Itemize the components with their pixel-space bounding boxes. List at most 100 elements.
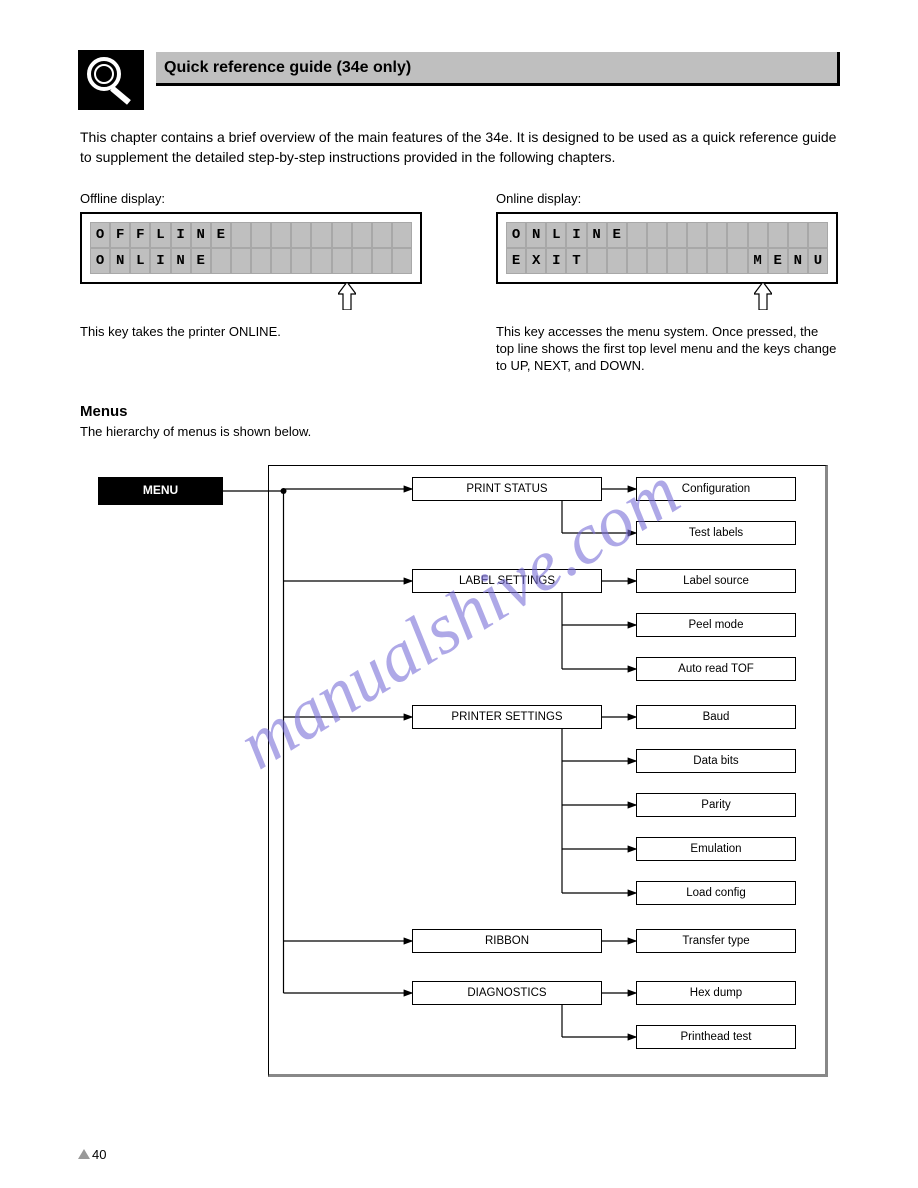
lcd-cell bbox=[687, 248, 707, 274]
diagram-box: Transfer type bbox=[636, 929, 796, 953]
lcd-cell bbox=[647, 222, 667, 248]
diagram-box: PRINTER SETTINGS bbox=[412, 705, 602, 729]
lcd-offline-screen: OFFLINE ONLINE bbox=[90, 222, 412, 274]
lcd-cell: O bbox=[506, 222, 526, 248]
lcd-cell bbox=[251, 248, 271, 274]
page-title-bar: Quick reference guide (34e only) bbox=[156, 52, 840, 86]
lcd-cell: U bbox=[808, 248, 828, 274]
lcd-cell bbox=[768, 222, 788, 248]
lcd-cell bbox=[271, 248, 291, 274]
diagram-box: DIAGNOSTICS bbox=[412, 981, 602, 1005]
lcd-cell bbox=[231, 248, 251, 274]
header: Quick reference guide (34e only) bbox=[78, 50, 840, 110]
lcd-cell: T bbox=[566, 248, 586, 274]
lcd-cell: E bbox=[768, 248, 788, 274]
menus-description: The hierarchy of menus is shown below. bbox=[78, 424, 840, 439]
lcd-cell bbox=[392, 222, 412, 248]
lcd-cell: L bbox=[130, 248, 150, 274]
diagram-box: Baud bbox=[636, 705, 796, 729]
lcd-cell: I bbox=[546, 248, 566, 274]
lcd-row: Offline display: OFFLINE ONLINE This key… bbox=[78, 191, 840, 375]
up-arrow-icon bbox=[338, 282, 356, 310]
diagram-box: Hex dump bbox=[636, 981, 796, 1005]
lcd-cell: E bbox=[211, 222, 231, 248]
lcd-offline-frame: OFFLINE ONLINE bbox=[80, 212, 422, 284]
lcd-cell: F bbox=[110, 222, 130, 248]
lcd-cell bbox=[808, 222, 828, 248]
diagram-box: Data bits bbox=[636, 749, 796, 773]
lcd-cell: N bbox=[526, 222, 546, 248]
lcd-cell bbox=[271, 222, 291, 248]
lcd-cell: L bbox=[546, 222, 566, 248]
lcd-cell bbox=[291, 222, 311, 248]
diagram-box: Test labels bbox=[636, 521, 796, 545]
lcd-cell bbox=[667, 222, 687, 248]
diagram-box: Printhead test bbox=[636, 1025, 796, 1049]
lcd-cell bbox=[311, 222, 331, 248]
lcd-cell: X bbox=[526, 248, 546, 274]
lcd-cell: I bbox=[566, 222, 586, 248]
lcd-cell: O bbox=[90, 222, 110, 248]
diagram-box: Emulation bbox=[636, 837, 796, 861]
lcd-cell bbox=[251, 222, 271, 248]
lcd-cell: E bbox=[191, 248, 211, 274]
lcd-cell: I bbox=[171, 222, 191, 248]
lcd-cell: M bbox=[748, 248, 768, 274]
diagram-box: Load config bbox=[636, 881, 796, 905]
intro-paragraph: This chapter contains a brief overview o… bbox=[78, 128, 840, 167]
diagram-box: LABEL SETTINGS bbox=[412, 569, 602, 593]
page-number-text: 40 bbox=[92, 1147, 106, 1162]
lcd-cell bbox=[231, 222, 251, 248]
lcd-cell bbox=[352, 248, 372, 274]
menu-diagram: MENU PRINT STATUS LABEL SETTINGS PRINTER SE… bbox=[78, 459, 840, 1099]
diagram-box: PRINT STATUS bbox=[412, 477, 602, 501]
diagram-box: Label source bbox=[636, 569, 796, 593]
lcd-cell bbox=[332, 248, 352, 274]
lcd-cell: N bbox=[110, 248, 130, 274]
diagram-box: Parity bbox=[636, 793, 796, 817]
lcd-online-label: Online display: bbox=[496, 191, 838, 206]
lcd-cell bbox=[667, 248, 687, 274]
diagram-box: Peel mode bbox=[636, 613, 796, 637]
lcd-cell bbox=[392, 248, 412, 274]
lcd-offline-note: This key takes the printer ONLINE. bbox=[80, 324, 422, 341]
page-container: Quick reference guide (34e only) This ch… bbox=[0, 0, 918, 1129]
lcd-cell bbox=[311, 248, 331, 274]
lcd-cell bbox=[587, 248, 607, 274]
diagram-box: RIBBON bbox=[412, 929, 602, 953]
up-arrow-icon bbox=[754, 282, 772, 310]
lcd-cell bbox=[352, 222, 372, 248]
lcd-cell: O bbox=[90, 248, 110, 274]
diagram-box: MENU bbox=[98, 477, 223, 505]
lcd-cell bbox=[627, 248, 647, 274]
lcd-cell: N bbox=[171, 248, 191, 274]
lcd-online: Online display: ONLINE EXIT MENU This ke… bbox=[496, 191, 838, 375]
lcd-cell bbox=[727, 222, 747, 248]
lcd-offline-label: Offline display: bbox=[80, 191, 422, 206]
diagram-box: Auto read TOF bbox=[636, 657, 796, 681]
lcd-cell: E bbox=[506, 248, 526, 274]
lcd-online-frame: ONLINE EXIT MENU bbox=[496, 212, 838, 284]
lcd-cell: N bbox=[587, 222, 607, 248]
lcd-cell bbox=[372, 222, 392, 248]
menus-heading: Menus bbox=[80, 403, 840, 420]
lcd-cell bbox=[727, 248, 747, 274]
page-number: 40 bbox=[78, 1147, 106, 1162]
lcd-cell bbox=[291, 248, 311, 274]
lcd-cell bbox=[332, 222, 352, 248]
lcd-cell bbox=[607, 248, 627, 274]
lcd-cell bbox=[707, 222, 727, 248]
lcd-cell: N bbox=[191, 222, 211, 248]
magnifier-icon bbox=[78, 50, 144, 110]
lcd-cell: F bbox=[130, 222, 150, 248]
lcd-cell bbox=[687, 222, 707, 248]
lcd-cell bbox=[647, 248, 667, 274]
lcd-cell bbox=[211, 248, 231, 274]
lcd-cell bbox=[627, 222, 647, 248]
lcd-cell bbox=[788, 222, 808, 248]
diagram-box: Configuration bbox=[636, 477, 796, 501]
lcd-cell: E bbox=[607, 222, 627, 248]
lcd-cell bbox=[707, 248, 727, 274]
lcd-offline: Offline display: OFFLINE ONLINE This key… bbox=[80, 191, 422, 375]
page-title: Quick reference guide (34e only) bbox=[164, 59, 411, 77]
